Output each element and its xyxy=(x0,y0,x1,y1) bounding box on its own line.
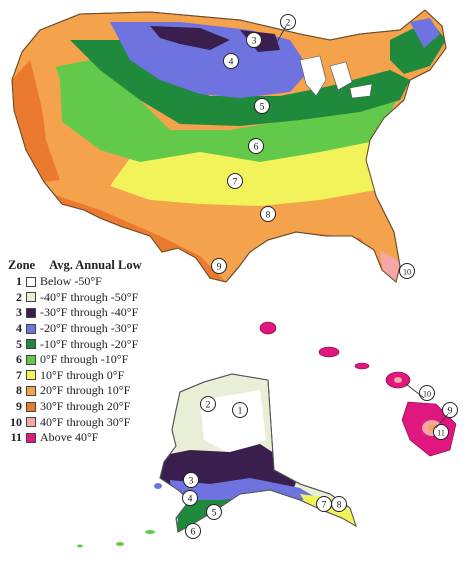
legend-header: Zone Avg. Annual Low xyxy=(8,258,178,273)
zone-marker-label: 4 xyxy=(188,495,193,505)
legend-zone-number: 1 xyxy=(16,274,22,289)
zone-marker-label: 5 xyxy=(212,509,217,519)
alaska-zone-marker-3: 3 xyxy=(183,472,199,488)
zone-marker-label: 6 xyxy=(254,143,259,153)
alaska-zone-marker-4: 4 xyxy=(182,490,198,506)
legend-swatch xyxy=(26,354,36,365)
conus-zone-marker-10: 10 xyxy=(399,263,415,279)
zone-marker-label: 7 xyxy=(322,501,327,511)
legend-swatch xyxy=(26,417,36,428)
hawaii-zone-marker-10: 10 xyxy=(419,385,435,401)
legend-zone-number: 9 xyxy=(16,399,22,414)
legend-swatch xyxy=(26,339,36,350)
zone-marker-label: 10 xyxy=(403,268,411,277)
zone-marker-label: 9 xyxy=(448,407,453,417)
legend-swatch xyxy=(26,432,36,443)
zone-marker-label: 2 xyxy=(286,19,291,29)
zone-legend: Zone Avg. Annual Low 1 Below -50°F 2 -40°F … xyxy=(8,258,178,446)
hawaii-map xyxy=(259,321,457,457)
legend-row-zone-9: 9 30°F through 20°F xyxy=(8,399,178,415)
conus-zone-marker-2: 2 xyxy=(280,14,296,30)
alaska-zone-marker-7: 7 xyxy=(316,496,332,512)
legend-swatch xyxy=(26,370,36,381)
zone-marker-label: 11 xyxy=(437,429,445,438)
legend-swatch xyxy=(26,323,36,334)
legend-zone-number: 3 xyxy=(16,305,22,320)
legend-swatch xyxy=(26,401,36,412)
legend-row-zone-8: 8 20°F through 10°F xyxy=(8,383,178,399)
zone-marker-label: 7 xyxy=(233,178,238,188)
legend-zone-number: 8 xyxy=(16,383,22,398)
zone-marker-label: 3 xyxy=(252,37,257,47)
legend-row-zone-5: 5 -10°F through -20°F xyxy=(8,336,178,352)
conus-zone-marker-3: 3 xyxy=(246,32,262,48)
conus-zone-marker-9: 9 xyxy=(211,258,227,274)
legend-zone-number: 10 xyxy=(10,414,22,429)
legend-swatch xyxy=(26,292,36,303)
legend-zone-label: 20°F through 10°F xyxy=(40,383,131,398)
legend-row-zone-2: 2 -40°F through -50°F xyxy=(8,290,178,306)
legend-zone-label: 40°F through 30°F xyxy=(40,414,131,429)
zone-marker-label: 2 xyxy=(206,401,211,411)
zone-marker-label: 10 xyxy=(423,390,431,399)
legend-zone-label: -20°F through -30°F xyxy=(40,321,139,336)
alaska-zone-marker-5: 5 xyxy=(206,504,222,520)
legend-zone-label: 0°F through -10°F xyxy=(40,352,129,367)
legend-swatch xyxy=(26,307,36,318)
legend-zone-label: Above 40°F xyxy=(40,430,99,445)
zone-marker-label: 6 xyxy=(191,528,196,538)
zone-marker-label: 1 xyxy=(238,407,243,417)
legend-zone-number: 2 xyxy=(16,289,22,304)
legend-zone-label: 10°F through 0°F xyxy=(40,367,125,382)
alaska-zone-marker-1: 1 xyxy=(232,402,248,418)
legend-zone-label: -10°F through -20°F xyxy=(40,336,139,351)
legend-zone-number: 6 xyxy=(16,352,22,367)
legend-zone-label: -40°F through -50°F xyxy=(40,289,139,304)
alaska-zone-marker-8: 8 xyxy=(331,496,347,512)
legend-swatch xyxy=(26,276,36,287)
legend-zone-label: -30°F through -40°F xyxy=(40,305,139,320)
conus-zone-marker-8: 8 xyxy=(260,206,276,222)
conus-map xyxy=(11,9,447,283)
zone-marker-label: 3 xyxy=(189,477,194,487)
legend-zone-number: 5 xyxy=(16,336,22,351)
zone-marker-label: 4 xyxy=(229,58,234,68)
legend-row-zone-10: 10 40°F through 30°F xyxy=(8,414,178,430)
legend-swatch xyxy=(26,385,36,396)
legend-row-zone-4: 4 -20°F through -30°F xyxy=(8,321,178,337)
leader-lines xyxy=(275,25,449,429)
legend-row-zone-6: 6 0°F through -10°F xyxy=(8,352,178,368)
zone-marker-label: 9 xyxy=(217,263,222,273)
legend-row-zone-1: 1 Below -50°F xyxy=(8,274,178,290)
legend-row-zone-3: 3 -30°F through -40°F xyxy=(8,305,178,321)
legend-zone-label: Below -50°F xyxy=(40,274,102,289)
alaska-zone-marker-2: 2 xyxy=(200,396,216,412)
hawaii-zone-marker-9: 9 xyxy=(442,402,458,418)
legend-zone-number: 7 xyxy=(16,367,22,382)
conus-zone-marker-6: 6 xyxy=(248,138,264,154)
legend-header-low: Avg. Annual Low xyxy=(49,258,142,272)
legend-zone-number: 11 xyxy=(10,430,22,445)
legend-zone-label: 30°F through 20°F xyxy=(40,399,131,414)
zone-marker-label: 8 xyxy=(266,211,271,221)
zone-marker-label: 5 xyxy=(260,103,265,113)
legend-row-zone-11: 11 Above 40°F xyxy=(8,430,178,446)
legend-header-zone: Zone xyxy=(8,258,36,272)
hawaii-zone-marker-11: 11 xyxy=(433,424,449,440)
conus-zone-marker-4: 4 xyxy=(223,53,239,69)
legend-row-zone-7: 7 10°F through 0°F xyxy=(8,368,178,384)
legend-rows: 1 Below -50°F 2 -40°F through -50°F 3 -30°F t… xyxy=(8,274,178,446)
conus-zone-marker-5: 5 xyxy=(254,98,270,114)
alaska-zone-marker-6: 6 xyxy=(185,523,201,539)
zone-marker-label: 8 xyxy=(337,501,342,511)
legend-zone-number: 4 xyxy=(16,321,22,336)
conus-zone-marker-7: 7 xyxy=(227,173,243,189)
